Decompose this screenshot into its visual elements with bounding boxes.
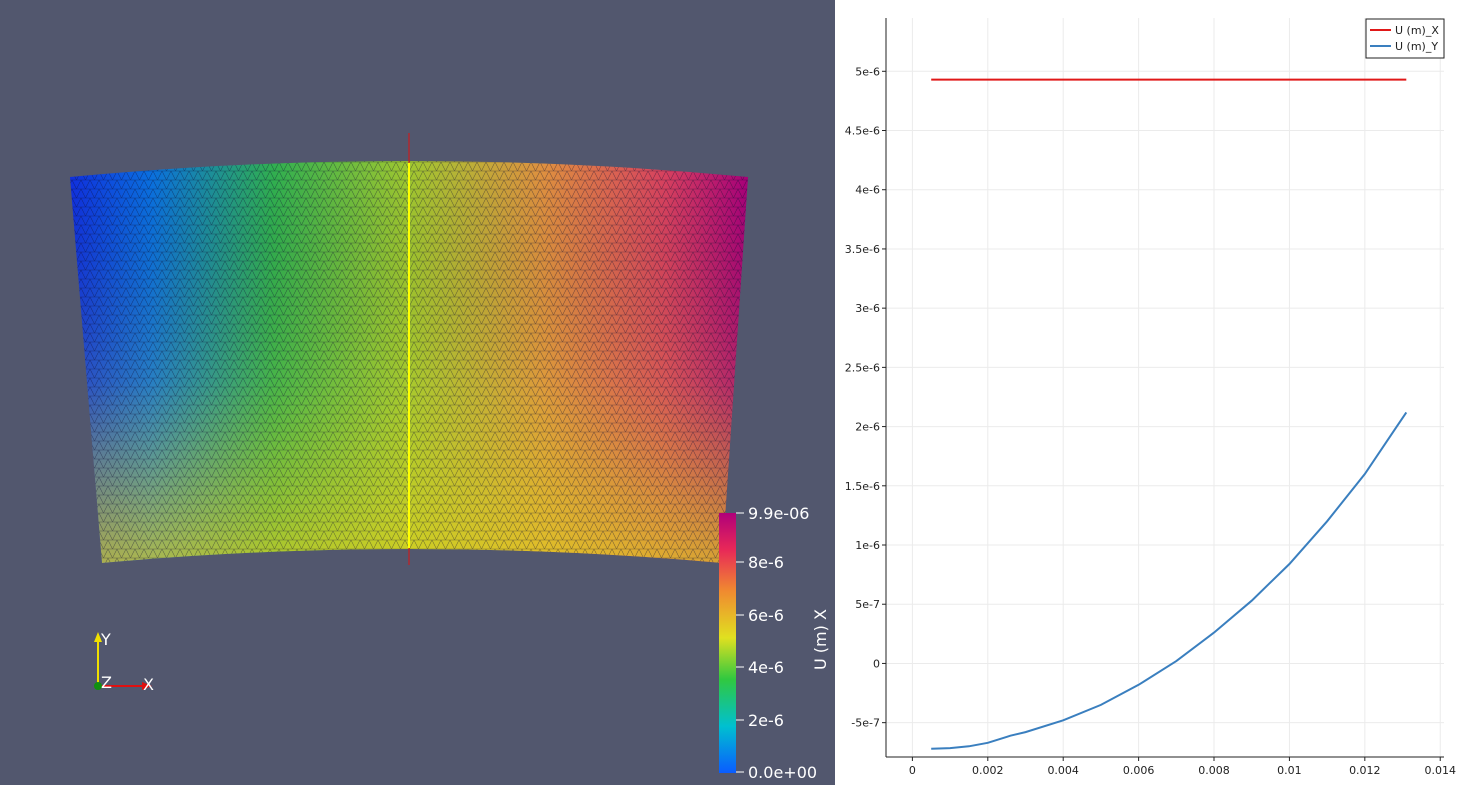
- render-canvas[interactable]: 9.9e-06 8e-6 6e-6 4e-6 2e-6 0.0e+00 U (m…: [0, 0, 835, 785]
- y-tick-labels: 5e-6 4.5e-6 4e-6 3.5e-6 3e-6 2.5e-6 2e-6 1.5e-6…: [845, 65, 886, 730]
- orientation-axes: Y Z X: [94, 630, 154, 694]
- y-tick-label: 5e-6: [855, 65, 880, 78]
- legend-box: [1365, 18, 1445, 59]
- y-tick-label: 1e-6: [855, 539, 880, 552]
- colorbar-label-2e-6: 2e-6: [748, 711, 784, 730]
- chart-legend[interactable]: U (m)_X U (m)_Y: [1365, 18, 1445, 59]
- y-tick-label: 0: [873, 657, 880, 670]
- y-tick-label: -5e-7: [851, 717, 880, 730]
- x-tick-label: 0.01: [1277, 764, 1302, 777]
- x-tick-label: 0.014: [1424, 764, 1456, 777]
- chart-grid: [886, 18, 1444, 757]
- y-tick-label: 5e-7: [855, 598, 880, 611]
- legend-label-y: U (m)_Y: [1395, 40, 1438, 53]
- x-tick-label: 0.002: [972, 764, 1004, 777]
- y-tick-label: 2.5e-6: [845, 361, 880, 374]
- z-axis-dot: [94, 682, 102, 690]
- colorbar-gradient: [719, 513, 736, 773]
- colorbar-ticks: [736, 512, 744, 773]
- y-tick-label: 4.5e-6: [845, 125, 880, 138]
- x-tick-label: 0.012: [1349, 764, 1381, 777]
- line-chart[interactable]: 5e-6 4.5e-6 4e-6 3.5e-6 3e-6 2.5e-6 2e-6 1.5e-6…: [835, 0, 1464, 785]
- y-tick-label: 1.5e-6: [845, 480, 880, 493]
- x-tick-label: 0.008: [1198, 764, 1230, 777]
- line-plot-view[interactable]: 5e-6 4.5e-6 4e-6 3.5e-6 3e-6 2.5e-6 2e-6 1.5e-6…: [835, 0, 1464, 785]
- chart-axes: [885, 18, 1444, 758]
- x-tick-label: 0.006: [1123, 764, 1155, 777]
- colorbar-label-8e-6: 8e-6: [748, 553, 784, 572]
- y-tick-label: 3.5e-6: [845, 243, 880, 256]
- x-tick-label: 0.004: [1047, 764, 1079, 777]
- y-tick-label: 3e-6: [855, 302, 880, 315]
- x-axis-label: X: [143, 675, 154, 694]
- x-tick-label: 0: [909, 764, 916, 777]
- legend-label-x: U (m)_X: [1395, 24, 1439, 37]
- colorbar-label-min: 0.0e+00: [748, 763, 817, 782]
- series-line-u-y: [931, 411, 1408, 750]
- series-lines: [931, 78, 1408, 750]
- y-tick-label: 4e-6: [855, 184, 880, 197]
- x-tick-labels: 0 0.002 0.004 0.006 0.008 0.01 0.012 0.014: [909, 757, 1456, 777]
- z-axis-label: Z: [101, 673, 112, 692]
- colorbar-label-max: 9.9e-06: [748, 504, 809, 523]
- render-view[interactable]: 9.9e-06 8e-6 6e-6 4e-6 2e-6 0.0e+00 U (m…: [0, 0, 835, 785]
- colorbar-label-4e-6: 4e-6: [748, 658, 784, 677]
- y-axis-label: Y: [100, 630, 111, 649]
- y-tick-label: 2e-6: [855, 421, 880, 434]
- colorbar: 9.9e-06 8e-6 6e-6 4e-6 2e-6 0.0e+00 U (m…: [719, 504, 830, 782]
- colorbar-title: U (m) X: [811, 609, 830, 670]
- colorbar-label-6e-6: 6e-6: [748, 606, 784, 625]
